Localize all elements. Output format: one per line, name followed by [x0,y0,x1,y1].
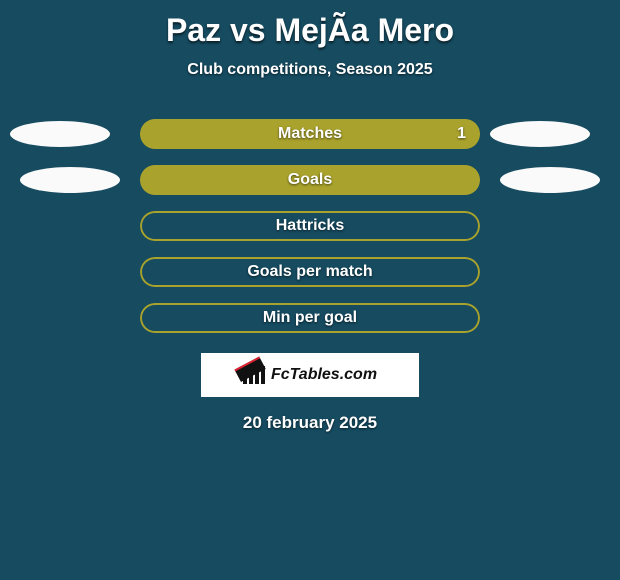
value-blob-left [10,121,110,147]
stat-row: Goals [0,165,620,195]
value-blob-right [490,121,590,147]
value-blob-left [20,167,120,193]
date-text: 20 february 2025 [0,413,620,433]
stat-pill: Min per goal [140,303,480,333]
stat-pill: Goals [140,165,480,195]
stat-label: Hattricks [140,217,480,235]
subtitle: Club competitions, Season 2025 [0,61,620,79]
value-blob-right [500,167,600,193]
stat-label: Goals [140,171,480,189]
stat-label: Goals per match [140,263,480,281]
comparison-card: Paz vs MejÃ­a Mero Club competitions, Se… [0,0,620,580]
stat-pill: Hattricks [140,211,480,241]
page-title: Paz vs MejÃ­a Mero [0,12,620,49]
stat-pill: Matches1 [140,119,480,149]
stat-row: Hattricks [0,211,620,241]
stat-row: Goals per match [0,257,620,287]
stat-row: Matches1 [0,119,620,149]
stat-value-right: 1 [457,125,466,143]
logo-box: FcTables.com [201,353,419,397]
stat-pill: Goals per match [140,257,480,287]
stat-label: Matches [140,125,480,143]
logo-text: FcTables.com [271,366,377,384]
stat-row: Min per goal [0,303,620,333]
logo-chart-icon [243,366,265,384]
stat-label: Min per goal [140,309,480,327]
stats-container: Matches1 Goals Hattricks Goals per match Min… [0,119,620,333]
